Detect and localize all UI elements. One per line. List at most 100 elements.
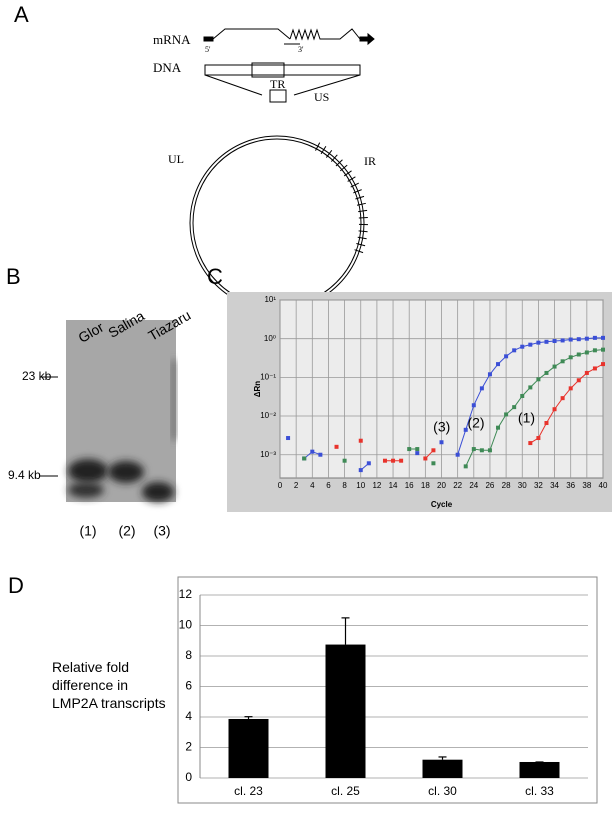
series-label: (1) [518, 410, 535, 426]
data-point [512, 405, 517, 410]
data-point [407, 447, 412, 452]
y-tick-label: 6 [185, 679, 192, 693]
data-point [366, 461, 371, 466]
panel-label: A [14, 2, 29, 27]
ir-hash [357, 236, 367, 240]
data-point [399, 458, 404, 463]
data-point [479, 448, 484, 453]
y-tick-label: 10⁻³ [260, 450, 276, 459]
panel-label: D [8, 573, 24, 598]
x-tick-label: 8 [342, 481, 347, 490]
data-point [358, 438, 363, 443]
data-point [552, 364, 557, 369]
ir-hash [347, 176, 356, 182]
data-point [568, 386, 573, 391]
data-point [463, 464, 468, 469]
data-point [592, 348, 597, 353]
data-point [552, 339, 557, 344]
lane-number: (1) [79, 523, 96, 539]
data-point [528, 385, 533, 390]
dna-label: DNA [153, 60, 182, 75]
data-point [496, 362, 501, 367]
data-point [576, 378, 581, 383]
data-point [544, 421, 549, 426]
data-point [592, 366, 597, 371]
data-point [302, 456, 307, 461]
data-point [496, 425, 501, 430]
x-tick-label: cl. 23 [234, 784, 263, 798]
data-point [584, 350, 589, 355]
lane-number: (2) [118, 523, 135, 539]
ir-hash [343, 170, 352, 177]
data-point [560, 396, 565, 401]
data-point [544, 339, 549, 344]
data-point [560, 359, 565, 364]
y-axis-title: ΔRn [253, 381, 262, 398]
x-tick-label: 40 [599, 481, 608, 490]
data-point [463, 427, 468, 432]
data-point [423, 456, 428, 461]
data-point [415, 451, 420, 456]
data-point [536, 436, 541, 441]
data-point [504, 412, 509, 417]
x-tick-label: 20 [437, 481, 446, 490]
ir-hash [358, 216, 368, 219]
data-point [415, 447, 420, 452]
x-tick-label: 10 [356, 481, 365, 490]
ir-hash [355, 195, 365, 200]
data-point [334, 444, 339, 449]
ir-hash [356, 243, 366, 247]
data-point [576, 352, 581, 357]
data-point [512, 348, 517, 353]
ir-hash [354, 249, 364, 254]
ir-label: IR [364, 154, 376, 168]
x-tick-label: 36 [566, 481, 575, 490]
x-tick-label: 16 [405, 481, 414, 490]
y-tick-label: 0 [185, 770, 192, 784]
data-point [584, 370, 589, 375]
data-point [471, 447, 476, 452]
data-point [536, 377, 541, 382]
series-label: (2) [467, 414, 484, 430]
x-tick-label: cl. 25 [331, 784, 360, 798]
data-point [504, 354, 509, 359]
x-tick-label: 32 [534, 481, 543, 490]
dna-segment [204, 64, 361, 76]
y-tick-label: 10 [179, 618, 193, 632]
lane-number: (3) [153, 523, 170, 539]
data-point [568, 355, 573, 360]
ir-hash [330, 154, 338, 162]
x-tick-label: 34 [550, 481, 559, 490]
x-tick-label: 0 [278, 481, 283, 490]
data-point [584, 336, 589, 341]
data-point [358, 468, 363, 473]
ir-hash [315, 142, 321, 151]
x-tick-label: 2 [294, 481, 299, 490]
y-tick-label: 10¹ [264, 295, 276, 304]
data-point [544, 370, 549, 375]
data-point [601, 347, 605, 352]
tr-box [251, 62, 285, 78]
data-point [560, 338, 565, 343]
x-tick-label: 14 [389, 481, 398, 490]
data-point [520, 393, 525, 398]
data-point [592, 335, 597, 340]
x-tick-label: 38 [582, 481, 591, 490]
data-point [471, 403, 476, 408]
x-tick-label: 30 [518, 481, 527, 490]
x-tick-label: 24 [469, 481, 478, 490]
data-point [382, 458, 387, 463]
x-axis-title: Cycle [431, 500, 453, 509]
ir-hash [350, 182, 360, 188]
bar [422, 759, 463, 778]
data-point [431, 461, 436, 466]
data-point [576, 337, 581, 342]
intron [212, 28, 291, 40]
data-point [286, 436, 291, 441]
x-tick-label: 28 [502, 481, 511, 490]
data-point [568, 337, 573, 342]
genome-diagram: mRNA 5' 3' DNA TR US IR UL [153, 28, 376, 311]
arrow [359, 32, 375, 46]
ir-hash [335, 159, 343, 167]
y-axis-title: Relative fold difference in LMP2A transc… [52, 659, 166, 711]
